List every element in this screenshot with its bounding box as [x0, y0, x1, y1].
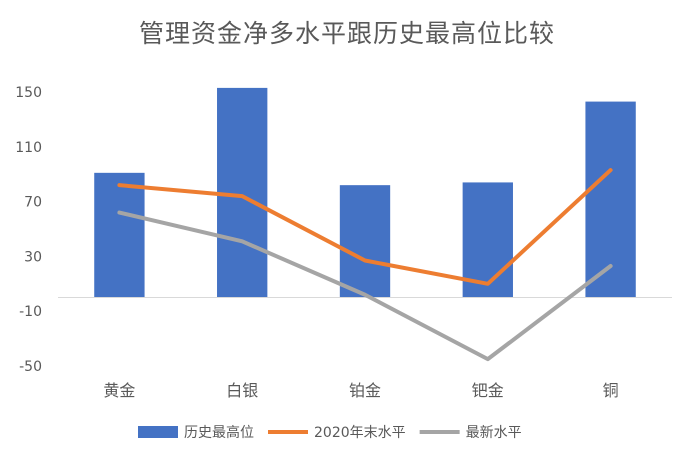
legend-label: 最新水平: [466, 425, 522, 441]
y-tick-label: 150: [15, 85, 42, 101]
y-axis-labels: 150 110 70 30 -10 -50: [15, 85, 42, 375]
bar: [462, 182, 513, 298]
legend-swatch: [138, 426, 178, 438]
x-tick-label: 白银: [226, 381, 258, 400]
bar: [94, 172, 145, 298]
y-tick-label: 30: [24, 249, 42, 265]
legend: 历史最高位 2020年末水平 最新水平: [138, 424, 522, 441]
y-tick-label: -50: [19, 359, 42, 375]
bar: [339, 185, 391, 298]
lines-group: [117, 168, 613, 362]
x-axis-labels: 黄金 白银 铂金 钯金 铜: [103, 381, 618, 400]
legend-label: 2020年末水平: [314, 425, 406, 441]
y-tick-label: 110: [15, 140, 42, 156]
series-line: [117, 210, 613, 362]
chart-title: 管理资金净多水平跟历史最高位比较: [138, 19, 555, 48]
bars-group: [94, 87, 636, 298]
x-tick-label: 铂金: [349, 381, 381, 400]
x-tick-label: 黄金: [103, 381, 135, 400]
x-tick-label: 铜: [603, 381, 619, 400]
x-tick-label: 钯金: [472, 381, 504, 400]
series-line: [117, 168, 613, 286]
y-tick-label: -10: [19, 304, 42, 320]
legend-label: 历史最高位: [184, 424, 254, 441]
y-tick-label: 70: [24, 195, 42, 211]
